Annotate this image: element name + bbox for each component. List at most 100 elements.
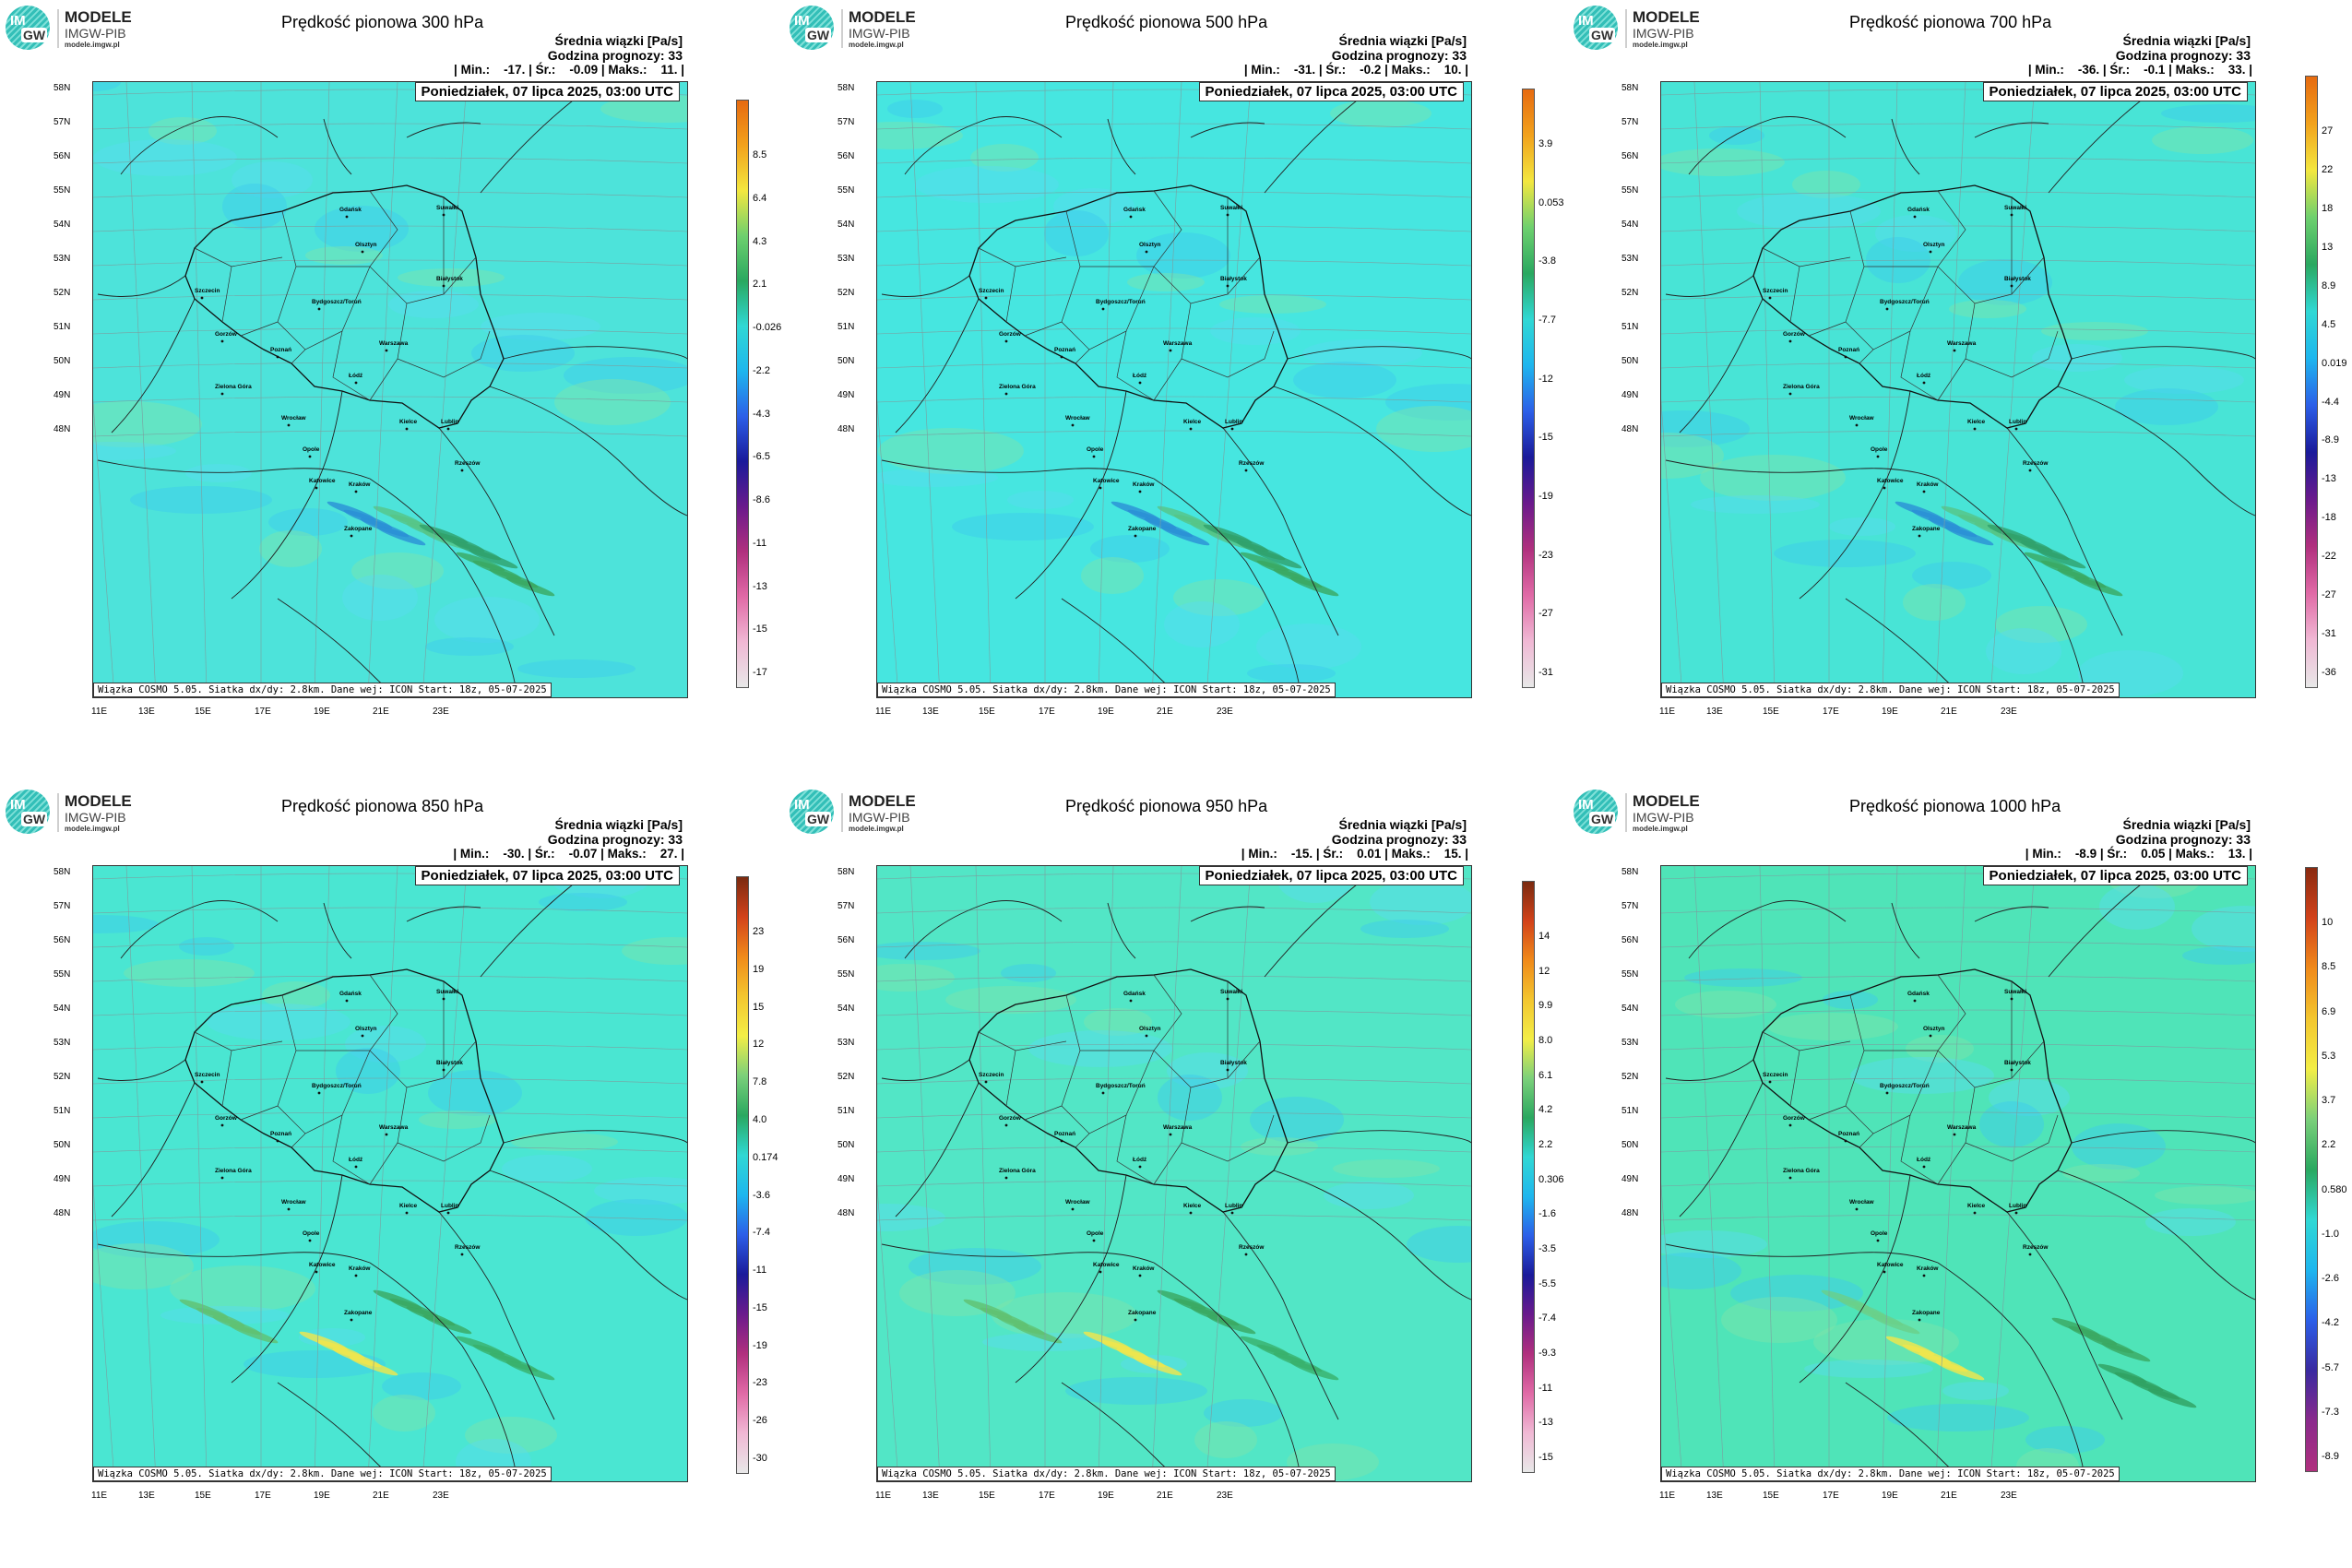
- forecast-info: Średnia wiązki [Pa/s] Godzina prognozy: 3…: [1332, 33, 1467, 63]
- graticule-lon: [877, 1182, 899, 1481]
- logo-url: modele.imgw.pl: [65, 41, 120, 49]
- forecast-panel: IM GW MODELE IMGW-PIB modele.imgw.pl Prędkość…: [1568, 0, 2352, 784]
- logo-badge-top: IM: [1578, 797, 1594, 813]
- logo-subtitle: IMGW-PIB: [849, 26, 910, 41]
- field-texture: [1661, 410, 1750, 447]
- graticule-lat: [1661, 191, 2255, 198]
- longitude-label: 13E: [922, 1491, 939, 1501]
- longitude-label: 19E: [314, 707, 330, 717]
- forecast-map[interactable]: Gdańsk Suwałki Olsztyn Szczecin Białystok Byd…: [876, 81, 1472, 698]
- poland-border: [184, 968, 505, 1213]
- map-canvas: Gdańsk Suwałki Olsztyn Szczecin Białystok Byd…: [1661, 82, 2255, 697]
- colorbar-tick-label: -4.4: [2322, 396, 2339, 408]
- border-line: [97, 1059, 186, 1081]
- latitude-label: 49N: [1621, 390, 1639, 400]
- stats-line: | Min.: -8.9 | Śr.: 0.05 | Maks.: 13. |: [2025, 847, 2252, 861]
- graticule-lat: [877, 1214, 1471, 1221]
- border-line: [1891, 118, 1920, 175]
- graticule-lon: [1882, 866, 1898, 1481]
- colorbar-tick-label: -22: [2322, 551, 2336, 563]
- field-texture: [1385, 384, 1471, 421]
- imgw-logo[interactable]: IM GW MODELE IMGW-PIB modele.imgw.pl: [6, 6, 153, 52]
- field-texture: [170, 1265, 315, 1312]
- stats-line: | Min.: -30. | Śr.: -0.07 | Maks.: 27. |: [453, 847, 684, 861]
- latitude-label: 50N: [53, 356, 71, 366]
- voivodeship-border: [1937, 358, 1966, 401]
- voivodeship-border: [221, 266, 232, 323]
- graticule-lon: [125, 82, 157, 697]
- longitude-label: 15E: [195, 1491, 211, 1501]
- latitude-label: 57N: [837, 117, 855, 127]
- graticule-lat: [93, 430, 687, 437]
- voivodeship-border: [1116, 1114, 1155, 1185]
- forecast-map[interactable]: Gdańsk Suwałki Olsztyn Szczecin Białystok Byd…: [1660, 865, 2256, 1482]
- city-label: Suwałki: [1220, 205, 1242, 211]
- graticule-lat: [877, 1146, 1471, 1153]
- stats-line: | Min.: -17. | Śr.: -0.09 | Maks.: 11. |: [454, 63, 684, 77]
- forecast-panel: IM GW MODELE IMGW-PIB modele.imgw.pl Prędkość…: [1568, 784, 2352, 1568]
- field-texture: [388, 291, 479, 318]
- panel-title: Prędkość pionowa 850 hPa: [281, 797, 484, 815]
- imgw-logo[interactable]: IM GW MODELE IMGW-PIB modele.imgw.pl: [1574, 6, 1721, 52]
- field-texture: [1330, 100, 1431, 127]
- graticule-lon: [1759, 82, 1776, 697]
- imgw-logo[interactable]: IM GW MODELE IMGW-PIB modele.imgw.pl: [1574, 790, 1721, 836]
- field-texture: [1730, 1275, 1863, 1312]
- latitude-label: 50N: [53, 1140, 71, 1150]
- voivodeship-border: [1153, 256, 1261, 304]
- wave-streak: [422, 1314, 472, 1335]
- forecast-map[interactable]: Gdańsk Suwałki Olsztyn Szczecin Białystok Byd…: [876, 865, 1472, 1482]
- logo-badge: IM GW: [790, 790, 834, 834]
- city-label: Suwałki: [2004, 989, 2026, 995]
- colorbar-tick-label: 22: [2322, 163, 2334, 175]
- border-line: [1679, 298, 1764, 434]
- graticule-lon: [314, 82, 330, 697]
- field-texture: [93, 915, 159, 933]
- graticule-lon: [367, 866, 398, 1481]
- field-texture: [1127, 273, 1205, 291]
- border-line: [881, 1059, 970, 1081]
- field-texture: [1792, 171, 1860, 198]
- field-texture: [232, 161, 313, 198]
- colorbar-tick-label: -26: [753, 1415, 767, 1427]
- graticule-lat: [1661, 327, 2255, 335]
- city-label: Bydgoszcz/Toruń: [1880, 1083, 1930, 1089]
- latitude-label: 54N: [53, 220, 71, 230]
- imgw-logo[interactable]: IM GW MODELE IMGW-PIB modele.imgw.pl: [790, 6, 937, 52]
- graticule-lat: [877, 1077, 1471, 1085]
- graticule-lat: [877, 430, 1471, 437]
- border-line: [111, 298, 196, 434]
- field-texture: [915, 166, 1059, 203]
- wave-streak: [2037, 549, 2086, 569]
- graticule-lon: [1098, 82, 1114, 697]
- latitude-label: 56N: [1621, 151, 1639, 161]
- city-marker: [361, 1034, 364, 1038]
- city-marker: [1004, 392, 1008, 396]
- graticule-lon: [191, 866, 208, 1481]
- field-texture: [93, 82, 121, 91]
- logo-divider: [1625, 793, 1627, 832]
- city-marker: [1129, 999, 1133, 1003]
- colorbar-tick-label: 4.5: [2322, 318, 2336, 330]
- field-texture: [2115, 388, 2218, 425]
- colorbar-tick-label: -8.9: [2322, 1451, 2339, 1462]
- longitude-label: 11E: [1659, 1491, 1676, 1501]
- imgw-logo[interactable]: IM GW MODELE IMGW-PIB modele.imgw.pl: [790, 790, 937, 836]
- forecast-map[interactable]: Gdańsk Suwałki Olsztyn Szczecin Białystok Byd…: [92, 865, 688, 1482]
- city-marker: [1973, 1211, 1977, 1215]
- graticule-lat: [877, 907, 1471, 914]
- latitude-label: 53N: [1621, 1038, 1639, 1048]
- logo-divider: [57, 793, 59, 832]
- logo-badge: IM GW: [790, 6, 834, 50]
- colorbar-tick-label: -1.6: [1538, 1208, 1556, 1220]
- border-line: [895, 1082, 980, 1218]
- city-marker: [446, 1211, 450, 1215]
- forecast-map[interactable]: Gdańsk Suwałki Olsztyn Szczecin Białystok Byd…: [1660, 81, 2256, 698]
- voivodeship-border: [1153, 358, 1182, 401]
- city-marker: [1071, 1207, 1075, 1211]
- forecast-date: Poniedziałek, 07 lipca 2025, 03:00 UTC: [1198, 866, 1464, 885]
- field-texture: [1136, 232, 1230, 279]
- imgw-logo[interactable]: IM GW MODELE IMGW-PIB modele.imgw.pl: [6, 790, 153, 836]
- forecast-map[interactable]: Gdańsk Suwałki Olsztyn Szczecin Białystok Byd…: [92, 81, 688, 698]
- latitude-label: 52N: [53, 1072, 71, 1082]
